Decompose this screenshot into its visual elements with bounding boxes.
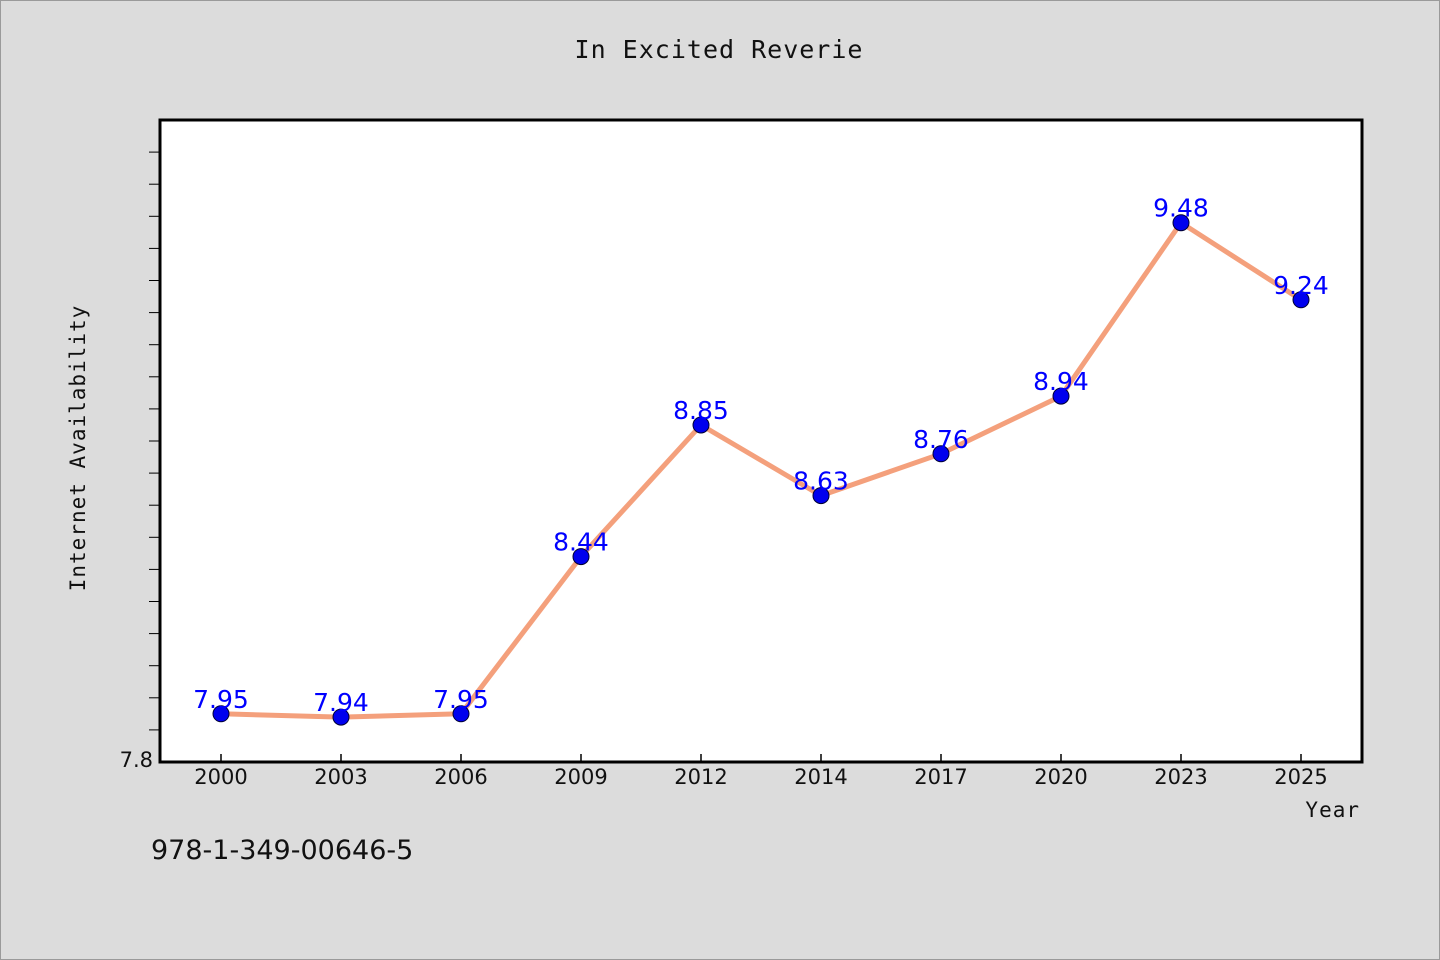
- x-tick-label: 2006: [434, 765, 487, 789]
- y-axis-ticks: [149, 151, 160, 731]
- data-label: 8.76: [913, 425, 969, 454]
- series-line: [218, 220, 1304, 720]
- data-point: [452, 705, 470, 723]
- data-label: 9.48: [1153, 194, 1209, 223]
- x-axis-ticks: [220, 754, 1302, 762]
- plot-area: [158, 118, 1364, 764]
- x-tick-label: 2003: [314, 765, 367, 789]
- x-tick-label: 2000: [194, 765, 247, 789]
- data-label: 8.94: [1033, 367, 1089, 396]
- x-tick-label: 2020: [1034, 765, 1087, 789]
- y-tick-label: 7.8: [120, 748, 153, 772]
- data-point: [332, 708, 350, 726]
- data-point: [212, 705, 230, 723]
- data-point: [1052, 387, 1070, 405]
- data-label: 8.85: [673, 396, 729, 425]
- x-axis-title: Year: [1305, 798, 1360, 822]
- data-point: [1172, 214, 1190, 232]
- data-label: 9.24: [1273, 271, 1329, 300]
- chart-title: In Excited Reverie: [574, 35, 864, 64]
- data-label: 7.95: [193, 685, 249, 714]
- data-point: [572, 548, 590, 566]
- data-point: [932, 445, 950, 463]
- data-label: 7.94: [313, 688, 369, 717]
- data-point: [812, 487, 830, 505]
- x-axis-labels: 2000 2003 2006 2009 2012 2014 2017 2020 2023 2025: [194, 765, 1327, 789]
- data-point: [1292, 291, 1310, 309]
- data-label: 8.44: [553, 528, 609, 557]
- data-label: 8.63: [793, 467, 849, 496]
- data-point: [692, 416, 710, 434]
- x-tick-label: 2023: [1154, 765, 1207, 789]
- isbn-text: 978-1-349-00646-5: [151, 835, 414, 866]
- x-tick-label: 2017: [914, 765, 967, 789]
- x-tick-label: 2009: [554, 765, 607, 789]
- data-points: [212, 214, 1310, 726]
- x-tick-label: 2025: [1274, 765, 1327, 789]
- data-labels: 7.95 7.94 7.95 8.44 8.85 8.63 8.76 8.94 9.48 9.24: [193, 194, 1329, 717]
- x-tick-label: 2012: [674, 765, 727, 789]
- y-axis-title: Internet Availability: [66, 305, 90, 592]
- x-tick-label: 2014: [794, 765, 847, 789]
- data-label: 7.95: [433, 685, 489, 714]
